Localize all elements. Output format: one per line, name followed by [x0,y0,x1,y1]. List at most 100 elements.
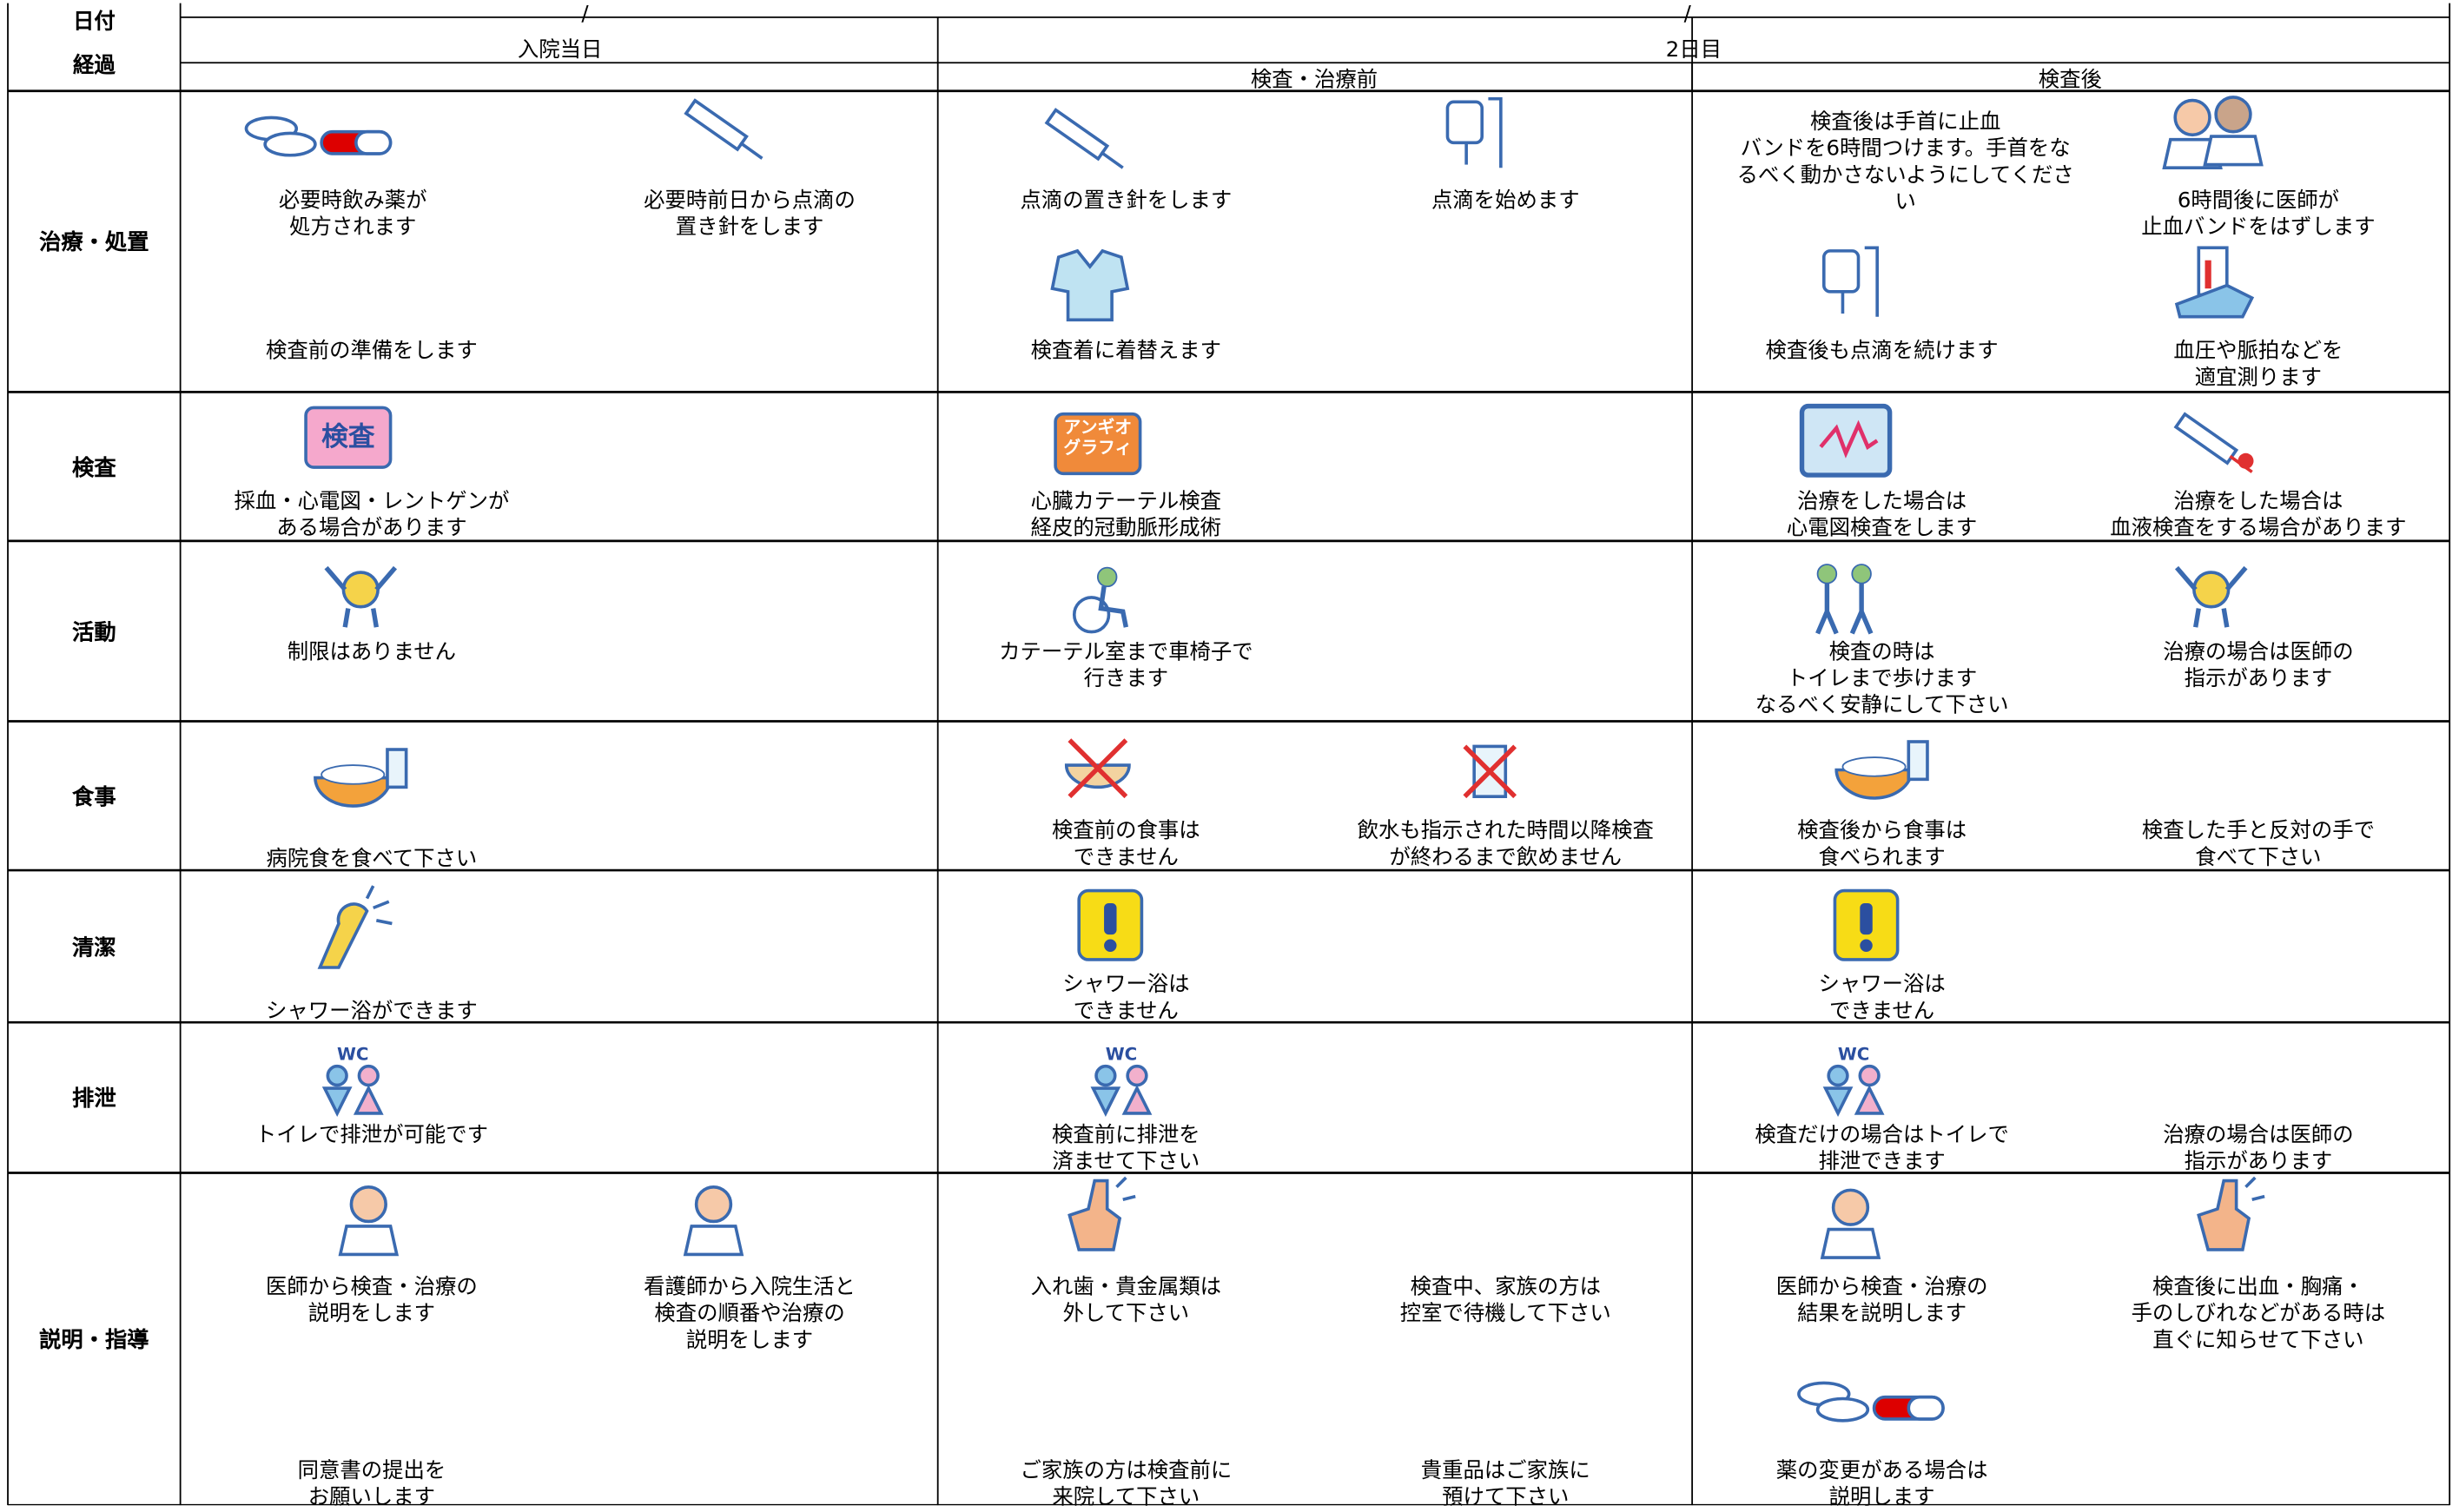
item-text: 検査した手と反対の手で 食べて下さい [2141,818,2375,871]
shape [1841,756,1907,777]
icon-text-line: 検査 [321,422,375,452]
shape [1488,96,1503,168]
phase-label: 検査・治療前 [1250,67,1378,93]
icon: WC [321,1045,384,1117]
icon-text-line: グラフィ [1063,438,1132,458]
icon [324,565,398,628]
icon-text-line: WC [1106,1045,1137,1065]
icon [1797,1381,1945,1423]
item-text: 必要時飲み薬が 処方されます [278,188,427,241]
item-text: 検査前の準備をします [266,338,478,364]
icon [1072,566,1129,634]
shape [2173,98,2211,137]
shape [353,1084,384,1115]
shape [2197,1179,2251,1251]
icon [1820,1188,1881,1259]
icon [1044,108,1124,169]
icon [1445,96,1503,168]
shape [2192,571,2231,609]
shape [2203,135,2264,167]
icon-text: WC [1838,1045,1869,1065]
row-label: 清潔 [72,934,116,961]
date-mark: / [1683,1,1691,27]
item-text: 治療の場合は医師の 指示があります [2163,639,2354,692]
item-text: シャワー浴は できません [1818,972,1946,1024]
shape [354,129,393,155]
shape [326,1064,348,1087]
shape [1068,1179,1122,1251]
item-text: 医師から検査・治療の 説明をします [266,1274,478,1327]
shape [1815,583,1839,635]
shape [1831,1188,1870,1226]
shape [324,565,398,628]
phase-label: 検査後 [2038,67,2102,93]
row-label: 排泄 [72,1086,116,1113]
shape [1827,1064,1849,1087]
icon: アンギオグラフィ [1054,412,1142,476]
item-text: 6時間後に医師が 止血バンドをはずします [2141,188,2376,241]
shape [2173,412,2239,465]
shape [386,748,408,789]
shape [2203,96,2264,167]
shape [1054,412,1142,476]
shape [1044,108,1110,162]
shape [1816,564,1838,584]
header-label: 日付 [72,9,116,35]
icon [683,1185,744,1257]
day-label: 入院当日 [517,37,603,63]
icon-text: アンギオグラフィ [1063,417,1132,457]
shape [1860,939,1873,952]
row-label: 治療・処置 [39,230,149,256]
shape [263,131,317,157]
icon [1050,248,1130,322]
shape [1860,902,1873,935]
item-text: 点滴の置き針をします [1020,188,1233,214]
icon [2174,565,2248,628]
item-text: 検査後に出血・胸痛・ 手のしびれなどがある時は 直ぐに知らせて下さい [2131,1274,2386,1354]
shape [683,1225,744,1257]
icon [2173,412,2254,473]
shape [321,1086,353,1117]
shape [1799,403,1893,478]
icon [1068,1176,1136,1251]
item-text: 薬の変更がある場合は 説明します [1775,1458,1988,1510]
shape [1819,419,1879,459]
shape [1445,100,1484,145]
shape [317,902,369,969]
item-text: 検査中、家族の方は 控室で待機して下さい [1399,1274,1611,1327]
item-text: 治療をした場合は 心電図検査をします [1786,489,1978,541]
icon [1815,564,1874,635]
icon [1834,740,1929,800]
shape [1100,150,1124,169]
item-text: 検査後は手首に止血 バンドを6時間つけます。手首をな るべく動かさないようにして… [1736,109,2074,215]
shape [1096,566,1118,588]
item-text: カテーテル室まで車椅子で 行きます [999,639,1253,692]
item-text: シャワー浴ができます [266,999,478,1024]
icon [1077,888,1144,961]
item-text: 検査前の食事は できません [1052,818,1200,871]
shape [304,406,393,469]
shape [1864,246,1879,317]
item-text: 治療をした場合は 血液検査をする場合があります [2110,489,2407,541]
shape [321,764,386,785]
shape [365,885,393,926]
shape [1821,249,1861,294]
icon-text-line: WC [1838,1045,1869,1065]
icon-text: WC [1106,1045,1137,1065]
shape [694,1185,733,1224]
item-text: 貴重品はご家族に 預けて下さい [1420,1458,1590,1510]
icon [1821,246,1879,317]
shape [1463,744,1517,799]
shape [2205,260,2211,289]
icon [338,1185,400,1257]
row-label: 説明・指導 [39,1328,149,1354]
icon [1799,403,1893,478]
item-text: 飲水も指示された時間以降検査 が終わるまで飲めません [1357,818,1654,871]
row-label: 検査 [72,455,116,481]
icon: WC [1090,1045,1153,1117]
shape [2238,452,2254,469]
icon [1833,888,1900,961]
shape [1104,939,1117,952]
